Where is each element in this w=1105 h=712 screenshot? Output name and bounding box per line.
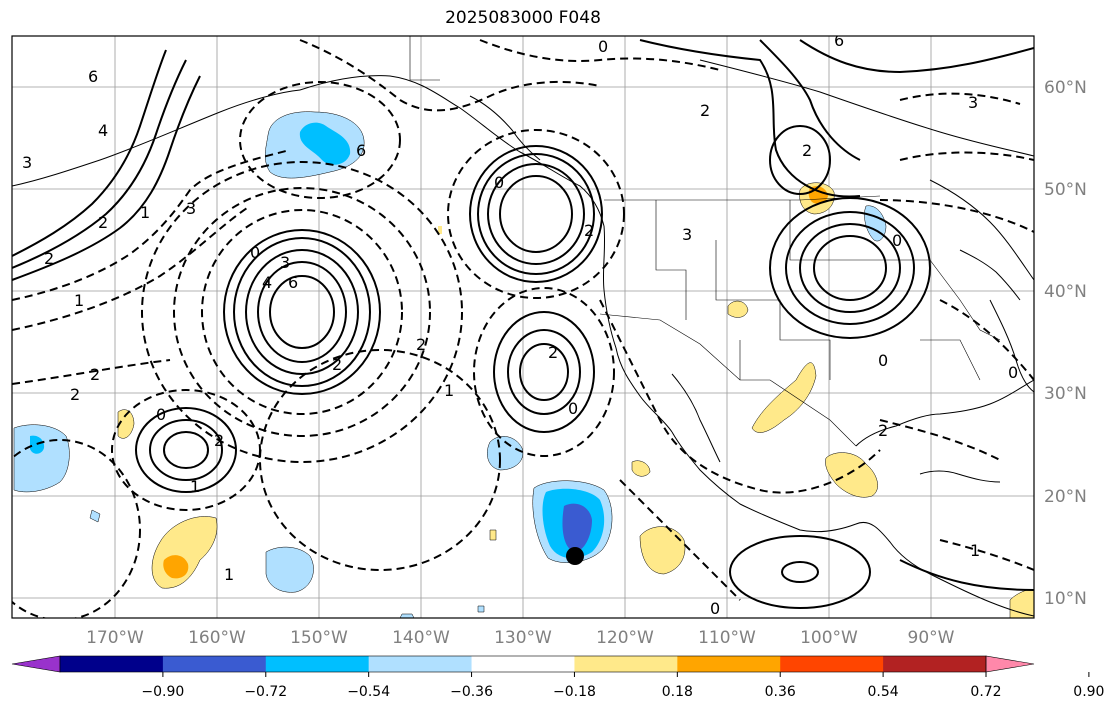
colorbar-segment	[368, 656, 473, 672]
contour-label: 3	[22, 153, 32, 172]
colorbar-extend-low	[11, 655, 61, 673]
contour-label: 6	[834, 31, 844, 50]
contour-label: 2	[70, 385, 80, 404]
lon-label: 100°W	[800, 628, 858, 648]
contour-label: 0	[710, 599, 720, 618]
colorbar-segment	[780, 656, 884, 672]
contour-label: 6	[356, 141, 366, 160]
colorbar-tick-label: 0.18	[662, 684, 693, 700]
contour-label: 1	[444, 381, 454, 400]
lat-label: 60°N	[1044, 78, 1087, 98]
contour-label: 3	[280, 253, 290, 272]
contour-label: 0	[250, 243, 260, 262]
lat-label: 40°N	[1044, 282, 1087, 302]
contour-label: 2	[332, 355, 342, 374]
colorbar-segment	[574, 656, 678, 672]
lon-label: 90°W	[908, 628, 955, 648]
contour-label: 0	[156, 405, 166, 424]
map-title: 2025083000 F048	[445, 8, 601, 28]
latitude-labels: 60°N 50°N 40°N 30°N 20°N 10°N	[1044, 78, 1087, 609]
contour-label: 6	[88, 67, 98, 86]
contour-label: 0	[568, 399, 578, 418]
lat-label: 10°N	[1044, 589, 1087, 609]
colorbar-extend-high	[985, 655, 1035, 673]
contour-label: 4	[262, 273, 272, 292]
map-frame	[11, 35, 1035, 619]
colorbar-tick-label: −0.54	[347, 684, 390, 700]
contour-label: 2	[878, 421, 888, 440]
colorbar-segment	[162, 656, 267, 672]
colorbar-tick-label: −0.90	[141, 684, 184, 700]
gridlines	[12, 36, 1034, 618]
contour-label: 2	[98, 213, 108, 232]
contour-label: 2	[90, 365, 100, 384]
storm-center-marker	[566, 547, 584, 565]
colorbar-tick-label: 0.90	[1073, 684, 1104, 700]
contour-label: 6	[288, 273, 298, 292]
contour-label: 2	[584, 221, 594, 240]
colorbar-segment	[60, 656, 164, 672]
contour-label: 2	[416, 335, 426, 354]
contour-label: 2	[700, 101, 710, 120]
contour-label: 3	[968, 93, 978, 112]
contour-label: 0	[892, 231, 902, 250]
lat-label: 30°N	[1044, 384, 1087, 404]
contour-labels: 0 6 4 3 2 1 6 2 3 0 4 3 6 2 2 2 1 2 0 2 …	[22, 31, 1018, 618]
contour-label: 0	[494, 173, 504, 192]
lon-label: 120°W	[596, 628, 654, 648]
contours	[12, 39, 1034, 618]
contour-label: 2	[214, 431, 224, 450]
lat-label: 20°N	[1044, 487, 1087, 507]
colorbar-tick-label: 0.54	[868, 684, 899, 700]
lon-label: 110°W	[698, 628, 756, 648]
lon-label: 170°W	[86, 628, 144, 648]
lon-label: 140°W	[392, 628, 450, 648]
coastlines	[12, 59, 1034, 617]
lon-label: 150°W	[290, 628, 348, 648]
contour-label: 0	[598, 37, 608, 56]
contour-label: 1	[190, 477, 200, 496]
contour-label: 3	[186, 199, 196, 218]
contour-label: 1	[74, 291, 84, 310]
map-area: 0 6 4 3 2 1 6 2 3 0 4 3 6 2 2 2 1 2 0 2 …	[12, 31, 1034, 618]
colorbar-tick-label: 0.72	[970, 684, 1001, 700]
lat-label: 50°N	[1044, 180, 1087, 200]
contour-label: 0	[878, 351, 888, 370]
colorbar-tick-label: −0.36	[450, 684, 493, 700]
lon-label: 160°W	[188, 628, 246, 648]
colorbar: −0.90 −0.72 −0.54 −0.36 −0.18 0.18 0.36 0.54 0.7…	[11, 655, 1104, 700]
contour-label: 0	[1008, 363, 1018, 382]
contour-label: 1	[140, 203, 150, 222]
colorbar-segments	[11, 655, 1035, 673]
colorbar-tick-label: −0.18	[553, 684, 596, 700]
contour-label: 3	[682, 225, 692, 244]
contour-label: 4	[98, 121, 108, 140]
contour-label: 2	[802, 141, 812, 160]
colorbar-segment	[677, 656, 781, 672]
colorbar-ticks: −0.90 −0.72 −0.54 −0.36 −0.18 0.18 0.36 0.54 0.7…	[141, 672, 1104, 700]
political-borders	[409, 36, 1001, 447]
colorbar-tick-label: 0.36	[765, 684, 796, 700]
colorbar-segment	[883, 656, 987, 672]
longitude-labels: 170°W 160°W 150°W 140°W 130°W 120°W 110°…	[86, 628, 955, 648]
contour-label: 2	[548, 343, 558, 362]
colorbar-segment	[471, 656, 575, 672]
contour-label: 1	[224, 565, 234, 584]
colorbar-segment	[265, 656, 370, 672]
contour-label: 2	[44, 249, 54, 268]
lon-label: 130°W	[494, 628, 552, 648]
colorbar-frame	[59, 655, 987, 673]
colorbar-tick-label: −0.72	[244, 684, 287, 700]
contour-label: 1	[970, 541, 980, 560]
